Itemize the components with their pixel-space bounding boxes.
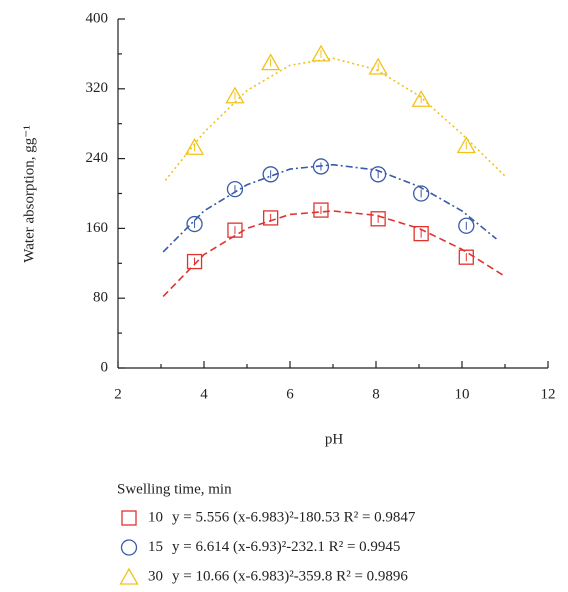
marker [313,202,329,218]
marker [262,210,279,226]
legend-label: 10 [148,509,163,525]
fit-curve [162,210,506,298]
marker [311,44,331,62]
legend-fit: y = 5.556 (x-6.983)²-180.53 R² = 0.9847 [172,509,416,525]
y-tick-label: 0 [101,359,109,375]
marker [312,158,330,175]
y-tick-label: 240 [86,150,109,166]
marker [458,249,474,265]
marker [184,137,205,155]
x-tick-label: 12 [541,386,556,402]
marker [225,86,245,104]
marker [121,510,137,526]
marker [227,222,243,238]
marker [368,57,388,75]
x-tick-label: 4 [200,386,208,402]
marker [456,136,476,154]
y-tick-label: 80 [93,290,108,306]
legend-title: Swelling time, min [117,481,232,497]
marker [262,166,279,183]
fit-curve [164,57,506,181]
marker [458,217,475,234]
marker [186,215,203,233]
marker [411,89,431,107]
marker [120,539,138,556]
marker [413,225,429,242]
y-tick-label: 160 [86,220,109,236]
x-tick-label: 10 [455,386,470,402]
marker [226,180,244,198]
marker [412,185,430,202]
marker [186,253,203,270]
marker [369,166,387,183]
x-tick-label: 6 [286,386,294,402]
y-axis-label: Water absorption, gg⁻¹ [21,125,37,262]
fit-curve [162,163,497,253]
y-tick-label: 400 [86,10,109,26]
legend-label: 15 [148,539,163,555]
x-axis-label: pH [325,431,344,447]
y-tick-label: 320 [86,80,109,96]
x-tick-label: 8 [372,386,380,402]
marker [261,53,281,71]
legend-fit: y = 10.66 (x-6.983)²-359.8 R² = 0.9896 [172,568,408,584]
legend-fit: y = 6.614 (x-6.93)²-232.1 R² = 0.9945 [172,539,400,555]
x-tick-label: 2 [114,386,122,402]
marker [370,211,386,227]
legend-label: 30 [148,568,163,584]
marker [119,567,139,585]
